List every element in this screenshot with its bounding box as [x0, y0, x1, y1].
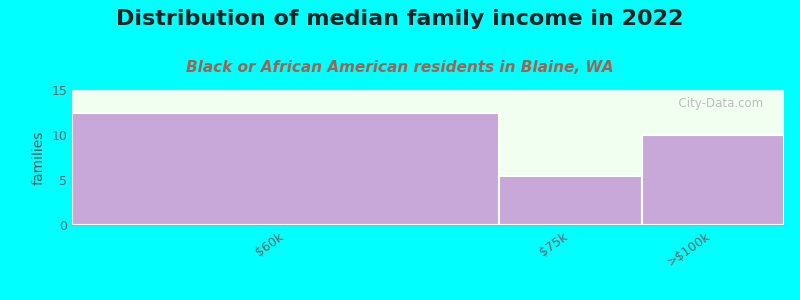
Bar [642, 135, 784, 225]
Text: Black or African American residents in Blaine, WA: Black or African American residents in B… [186, 60, 614, 75]
Text: City-Data.com: City-Data.com [670, 97, 762, 110]
Bar [499, 176, 642, 225]
Bar [72, 112, 499, 225]
Y-axis label: families: families [32, 130, 46, 185]
Text: Distribution of median family income in 2022: Distribution of median family income in … [116, 9, 684, 29]
